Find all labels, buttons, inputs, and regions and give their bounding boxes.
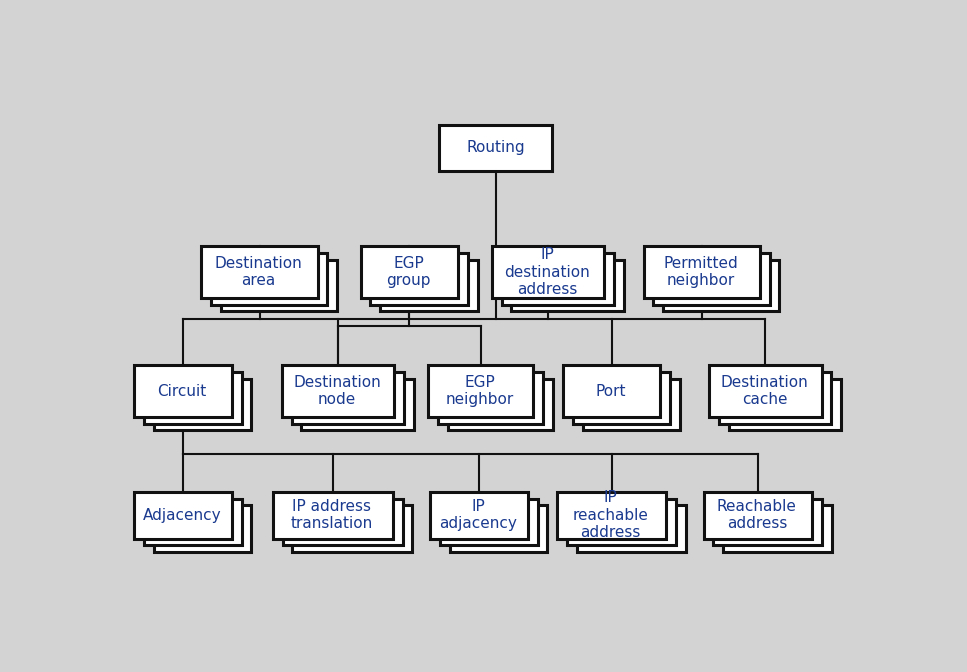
Bar	[729, 379, 841, 431]
Bar	[220, 259, 337, 311]
Bar	[144, 372, 242, 424]
Bar	[723, 505, 832, 552]
Bar	[577, 505, 686, 552]
Bar	[448, 379, 552, 431]
Text: Destination
node: Destination node	[293, 375, 381, 407]
Bar	[557, 492, 666, 538]
Text: EGP
neighbor: EGP neighbor	[446, 375, 513, 407]
Bar	[663, 259, 779, 311]
Bar	[563, 366, 660, 417]
Bar	[292, 372, 404, 424]
Bar	[718, 372, 832, 424]
Text: IP
reachable
address: IP reachable address	[572, 491, 649, 540]
Bar	[211, 253, 328, 304]
Bar	[440, 499, 538, 545]
Text: Circuit: Circuit	[158, 384, 207, 398]
Bar	[282, 366, 395, 417]
Bar	[572, 372, 670, 424]
Text: Destination
cache: Destination cache	[720, 375, 808, 407]
Bar	[154, 505, 251, 552]
Bar	[512, 259, 624, 311]
Bar	[154, 379, 251, 431]
Bar	[292, 505, 412, 552]
Bar	[502, 253, 614, 304]
Bar	[704, 492, 812, 538]
Text: IP address
translation: IP address translation	[291, 499, 373, 532]
Bar	[134, 366, 232, 417]
Text: Routing: Routing	[466, 140, 525, 155]
Bar	[380, 259, 478, 311]
Text: EGP
group: EGP group	[386, 256, 430, 288]
Bar	[439, 124, 552, 171]
Text: IP
destination
address: IP destination address	[504, 247, 590, 297]
Bar	[302, 379, 414, 431]
Bar	[492, 246, 604, 298]
Bar	[273, 492, 393, 538]
Text: Destination
area: Destination area	[215, 256, 303, 288]
Bar	[438, 372, 542, 424]
Bar	[201, 246, 317, 298]
Bar	[134, 492, 232, 538]
Bar	[450, 505, 547, 552]
Bar	[582, 379, 680, 431]
Bar	[430, 492, 528, 538]
Bar	[282, 499, 402, 545]
Bar	[144, 499, 242, 545]
Bar	[428, 366, 533, 417]
Text: Adjacency: Adjacency	[143, 508, 221, 523]
Text: IP
adjacency: IP adjacency	[439, 499, 517, 532]
Text: Port: Port	[596, 384, 626, 398]
Bar	[644, 246, 760, 298]
Bar	[654, 253, 770, 304]
Text: Permitted
neighbor: Permitted neighbor	[663, 256, 738, 288]
Text: Reachable
address: Reachable address	[717, 499, 797, 532]
Bar	[568, 499, 676, 545]
Bar	[709, 366, 822, 417]
Bar	[370, 253, 468, 304]
Bar	[714, 499, 822, 545]
Bar	[361, 246, 458, 298]
